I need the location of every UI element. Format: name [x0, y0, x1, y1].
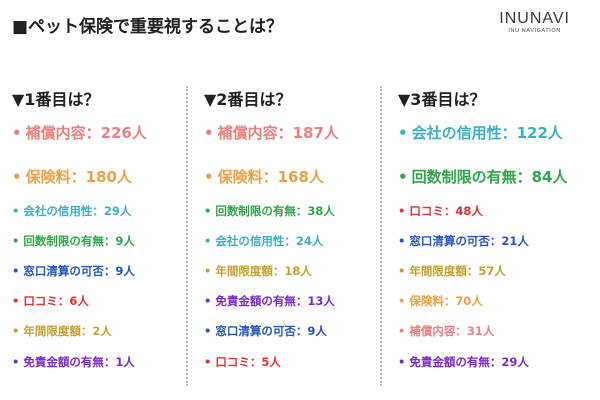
rank-3-column: ▼3番目は？ • 会社の信用性：122人 • 回数制限の有無：84人 • 口コミ：48人 •…	[398, 86, 598, 386]
bullet-icon: •	[398, 324, 406, 338]
rank-2-list-item: • 口コミ：5人	[204, 354, 281, 370]
rank-2-list-item: • 窓口清算の可否：9人	[204, 323, 327, 339]
list-item-text: 回数制限の有無：9人	[23, 234, 135, 248]
bullet-icon: •	[204, 124, 214, 142]
rank-1-list-item: • 回数制限の有無：9人	[12, 233, 135, 249]
bullet-icon: •	[398, 234, 406, 248]
logo: INUNAVI INU NAVIGATION	[499, 10, 570, 35]
list-item-text: 回数制限の有無：38人	[215, 204, 335, 218]
bullet-icon: •	[12, 168, 22, 186]
rank-3-heading: ▼3番目は？	[398, 90, 486, 109]
list-item-text: 保険料：70人	[409, 294, 483, 308]
bullet-icon: •	[12, 294, 20, 308]
rank-2-list-item: • 補償内容：187人	[204, 122, 339, 143]
list-item-text: 回数制限の有無：84人	[411, 168, 568, 186]
list-item-text: 保険料：180人	[25, 168, 132, 186]
rank-3-list-item: • 免責金額の有無：29人	[398, 354, 529, 370]
column-divider	[380, 86, 382, 386]
bullet-icon: •	[12, 234, 20, 248]
list-item-text: 補償内容：187人	[217, 124, 339, 142]
logo-main-text: INUNAVI	[499, 10, 570, 27]
rank-3-list-item: • 補償内容：31人	[398, 323, 494, 339]
list-item-text: 窓口清算の可否：21人	[409, 234, 529, 248]
list-item-text: 会社の信用性：122人	[411, 124, 563, 142]
list-item-text: 窓口清算の可否：9人	[23, 264, 135, 278]
bullet-icon: •	[204, 324, 212, 338]
bullet-icon: •	[398, 355, 406, 369]
rank-1-list-item: • 補償内容：226人	[12, 122, 147, 143]
logo-sub-text: INU NAVIGATION	[508, 28, 561, 34]
page-title: ■ペット保険で重要視することは？	[12, 17, 284, 37]
list-item-text: 保険料：168人	[217, 168, 324, 186]
rank-1-column: ▼1番目は？ • 補償内容：226人 • 保険料：180人 • 会社の信用性：29人 • 回数…	[12, 86, 182, 386]
ranking-columns: ▼1番目は？ • 補償内容：226人 • 保険料：180人 • 会社の信用性：29人 • 回数…	[0, 86, 600, 396]
bullet-icon: •	[204, 204, 212, 218]
list-item-text: 口コミ：48人	[409, 204, 483, 218]
list-item-text: 免責金額の有無：1人	[23, 355, 135, 369]
rank-3-list-item: • 窓口清算の可否：21人	[398, 233, 529, 249]
rank-1-list-item: • 会社の信用性：29人	[12, 203, 131, 219]
rank-2-list-item: • 会社の信用性：24人	[204, 233, 323, 249]
list-item-text: 口コミ：6人	[23, 294, 89, 308]
rank-3-list-item: • 回数制限の有無：84人	[398, 166, 567, 187]
rank-1-heading: ▼1番目は？	[12, 90, 100, 109]
rank-2-list-item: • 免責金額の有無：13人	[204, 293, 335, 309]
bullet-icon: •	[12, 124, 22, 142]
list-item-text: 年間限度額：2人	[23, 324, 112, 338]
bullet-icon: •	[12, 264, 20, 278]
list-item-text: 会社の信用性：24人	[215, 234, 324, 248]
rank-1-list-item: • 保険料：180人	[12, 166, 132, 187]
rank-1-list-item: • 口コミ：6人	[12, 293, 89, 309]
list-item-text: 補償内容：31人	[409, 324, 495, 338]
rank-2-list-item: • 回数制限の有無：38人	[204, 203, 335, 219]
rank-2-list-item: • 保険料：168人	[204, 166, 324, 187]
bullet-icon: •	[204, 168, 214, 186]
rank-3-list-item: • 年間限度額：57人	[398, 263, 506, 279]
rank-3-list-item: • 会社の信用性：122人	[398, 122, 563, 143]
list-item-text: 年間限度額：57人	[409, 264, 506, 278]
rank-3-list-item: • 口コミ：48人	[398, 203, 483, 219]
bullet-icon: •	[12, 324, 20, 338]
bullet-icon: •	[398, 124, 408, 142]
bullet-icon: •	[204, 355, 212, 369]
list-item-text: 窓口清算の可否：9人	[215, 324, 327, 338]
list-item-text: 年間限度額：18人	[215, 264, 312, 278]
list-item-text: 会社の信用性：29人	[23, 204, 132, 218]
list-item-text: 免責金額の有無：13人	[215, 294, 335, 308]
bullet-icon: •	[204, 294, 212, 308]
rank-1-list-item: • 年間限度額：2人	[12, 323, 112, 339]
bullet-icon: •	[398, 294, 406, 308]
rank-3-list-item: • 保険料：70人	[398, 293, 483, 309]
rank-2-heading: ▼2番目は？	[204, 90, 292, 109]
list-item-text: 補償内容：226人	[25, 124, 147, 142]
bullet-icon: •	[12, 355, 20, 369]
bullet-icon: •	[12, 204, 20, 218]
bullet-icon: •	[398, 264, 406, 278]
bullet-icon: •	[204, 234, 212, 248]
column-divider	[186, 86, 188, 386]
list-item-text: 免責金額の有無：29人	[409, 355, 529, 369]
list-item-text: 口コミ：5人	[215, 355, 281, 369]
rank-1-list-item: • 免責金額の有無：1人	[12, 354, 135, 370]
bullet-icon: •	[398, 204, 406, 218]
rank-2-list-item: • 年間限度額：18人	[204, 263, 312, 279]
rank-1-list-item: • 窓口清算の可否：9人	[12, 263, 135, 279]
bullet-icon: •	[398, 168, 408, 186]
rank-2-column: ▼2番目は？ • 補償内容：187人 • 保険料：168人 • 回数制限の有無：38人 • 会…	[204, 86, 384, 386]
bullet-icon: •	[204, 264, 212, 278]
